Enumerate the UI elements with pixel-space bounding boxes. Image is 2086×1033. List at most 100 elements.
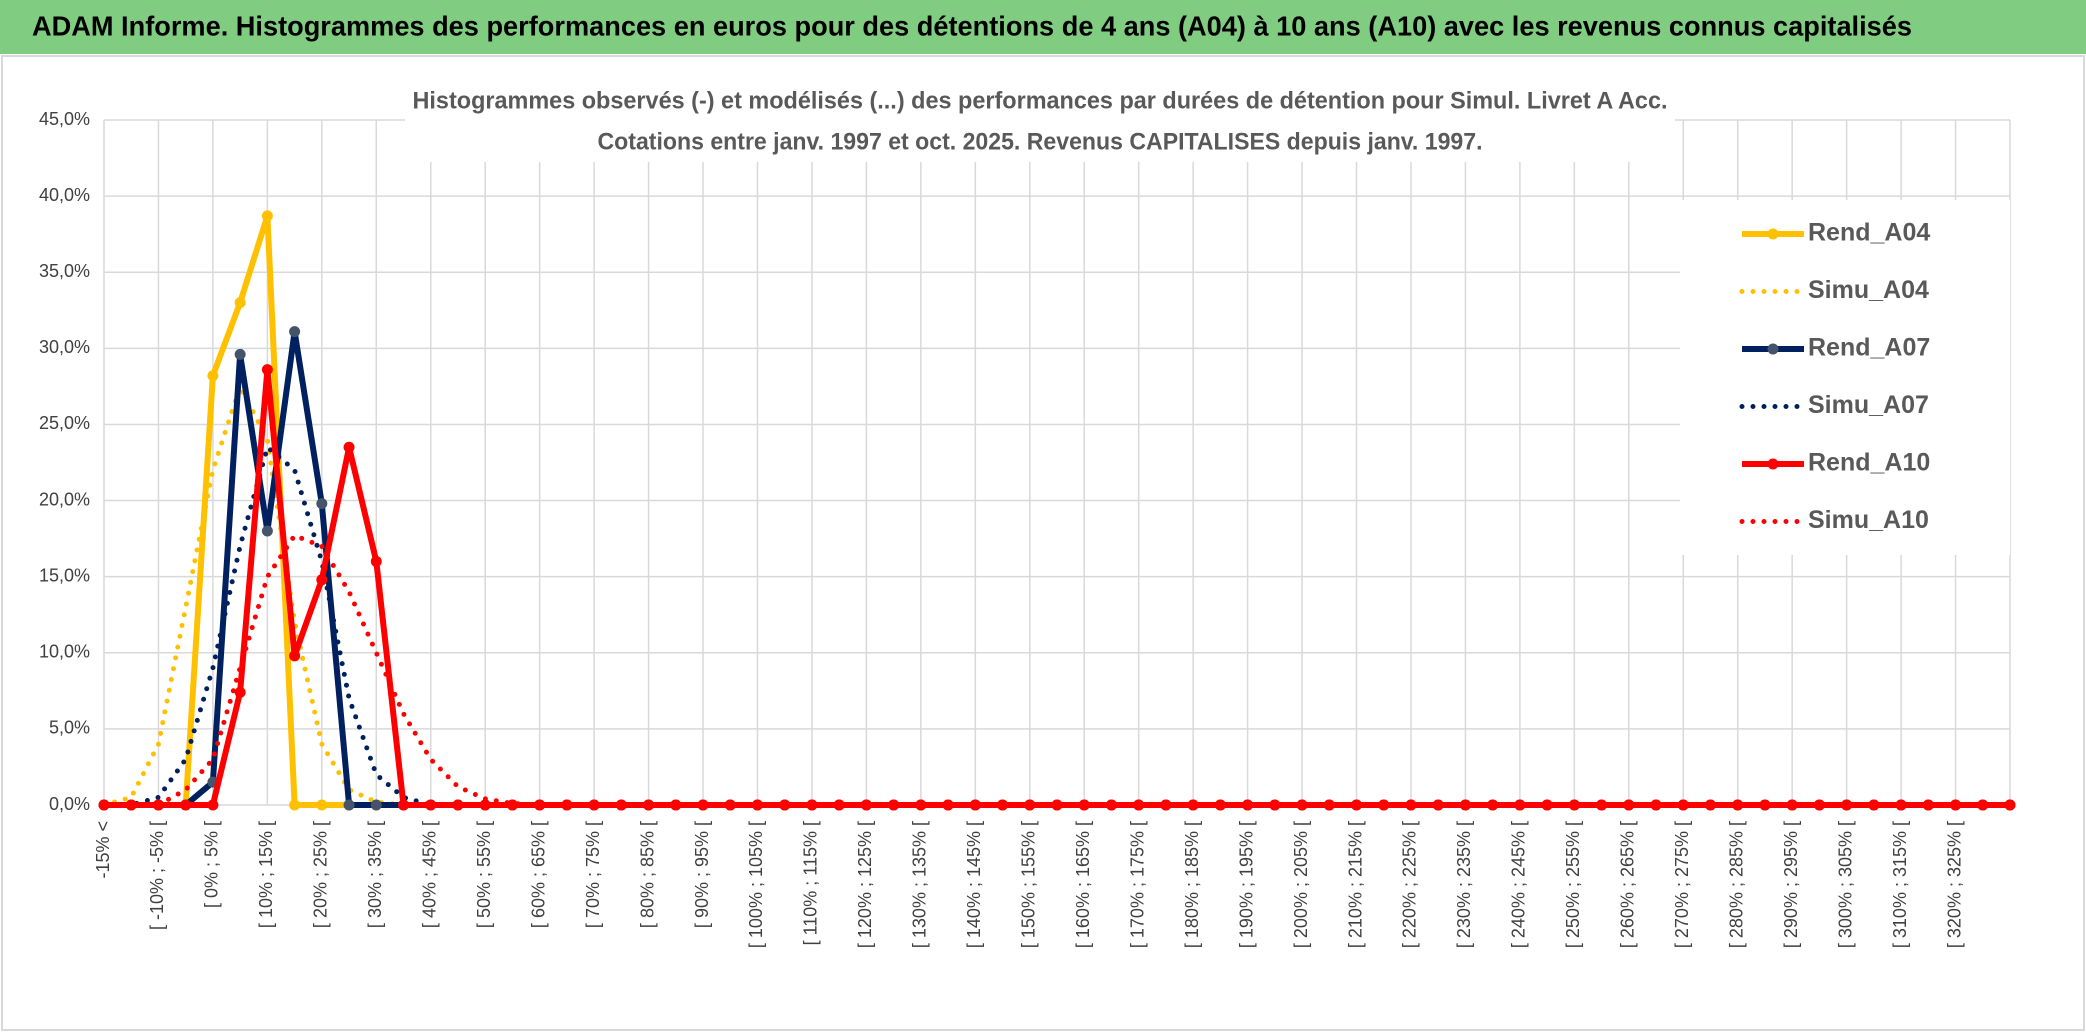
point <box>751 799 763 811</box>
y-tick-label: 40,0% <box>39 185 90 205</box>
x-tick-label: [ 30% ; 35% [ <box>365 821 385 928</box>
point <box>289 799 301 811</box>
y-tick-label: 20,0% <box>39 489 90 509</box>
point <box>724 799 736 811</box>
point <box>234 348 246 360</box>
point <box>1133 799 1145 811</box>
point <box>670 799 682 811</box>
x-tick-label: [ 200% ; 205% [ <box>1291 821 1311 948</box>
x-tick-label: [ 270% ; 275% [ <box>1672 821 1692 948</box>
point <box>316 799 328 811</box>
header-bar <box>0 0 2086 54</box>
point <box>398 799 410 811</box>
x-tick-label: [ 260% ; 265% [ <box>1618 821 1638 948</box>
legend-label: Rend_A07 <box>1808 334 1930 362</box>
y-tick-label: 35,0% <box>39 261 90 281</box>
x-tick-label: [ 310% ; 315% [ <box>1890 821 1910 948</box>
x-tick-label: [ 300% ; 305% [ <box>1835 821 1855 948</box>
point <box>779 799 791 811</box>
x-tick-label: [ 160% ; 165% [ <box>1073 821 1093 948</box>
x-tick-label: [ 20% ; 25% [ <box>311 821 331 928</box>
legend-label: Rend_A04 <box>1808 219 1930 247</box>
x-tick-label: [ 0% ; 5% [ <box>202 821 222 908</box>
point <box>1378 799 1390 811</box>
point <box>1024 799 1036 811</box>
point <box>316 498 328 510</box>
point <box>234 686 246 698</box>
point <box>1895 799 1907 811</box>
point <box>1432 799 1444 811</box>
x-tick-label: [ 150% ; 155% [ <box>1019 821 1039 948</box>
x-tick-label: [ 70% ; 75% [ <box>583 821 603 928</box>
point <box>261 364 273 376</box>
point <box>289 326 301 338</box>
point <box>425 799 437 811</box>
x-tick-label: [ 100% ; 105% [ <box>746 821 766 948</box>
point <box>1650 799 1662 811</box>
plot: 0,0% 5,0% 10,0% 15,0% 20,0% 25,0% 30,0% 35,0% 40… <box>39 109 2016 948</box>
point <box>1868 799 1880 811</box>
point <box>860 799 872 811</box>
x-tick-label: [ 180% ; 185% [ <box>1182 821 1202 948</box>
chart-title: Histogrammes observés (-) et modélisés (… <box>413 87 1668 114</box>
legend-marker <box>1767 343 1779 355</box>
y-tick-label: 5,0% <box>49 718 90 738</box>
point <box>1078 799 1090 811</box>
y-tick-label: 10,0% <box>39 642 90 662</box>
y-tick-label: 15,0% <box>39 565 90 585</box>
point <box>370 799 382 811</box>
legend-label: Simu_A04 <box>1808 276 1929 304</box>
point <box>1242 799 1254 811</box>
y-tick-label: 30,0% <box>39 337 90 357</box>
x-tick-label: [ 40% ; 45% [ <box>419 821 439 928</box>
point <box>1487 799 1499 811</box>
point <box>370 555 382 567</box>
series-line <box>101 533 2013 808</box>
x-tick-label: [ 210% ; 215% [ <box>1345 821 1365 948</box>
point <box>1187 799 1199 811</box>
x-tick-label: [ 130% ; 135% [ <box>910 821 930 948</box>
y-tick-label: 45,0% <box>39 109 90 129</box>
x-tick-label: [ 190% ; 195% [ <box>1236 821 1256 948</box>
point <box>1759 799 1771 811</box>
title-bg <box>405 82 1675 162</box>
x-tick-label: [ 230% ; 235% [ <box>1454 821 1474 948</box>
x-tick-label: [ 250% ; 255% [ <box>1563 821 1583 948</box>
point <box>316 574 328 586</box>
point <box>1541 799 1553 811</box>
x-tick-label: [ 80% ; 85% [ <box>637 821 657 928</box>
legend-marker <box>1767 458 1779 470</box>
x-tick-label: [ 140% ; 145% [ <box>964 821 984 948</box>
point <box>1813 799 1825 811</box>
x-tick-label: [ 90% ; 95% [ <box>692 821 712 928</box>
x-tick-label: -15% < <box>93 821 113 879</box>
point <box>207 799 219 811</box>
x-tick-label: [ 220% ; 225% [ <box>1400 821 1420 948</box>
x-tick-label: [ -10% ; -5% [ <box>147 821 167 930</box>
point <box>1296 799 1308 811</box>
point <box>479 799 491 811</box>
legend-label: Simu_A07 <box>1808 391 1929 419</box>
point <box>343 441 355 453</box>
x-tick-label: [ 110% ; 115% [ <box>801 821 821 945</box>
point <box>915 799 927 811</box>
point <box>125 799 137 811</box>
point <box>452 799 464 811</box>
x-tick-label: [ 320% ; 325% [ <box>1944 821 1964 948</box>
point <box>806 799 818 811</box>
x-tick-label: [ 280% ; 285% [ <box>1726 821 1746 948</box>
point <box>561 799 573 811</box>
chart-subtitle: Cotations entre janv. 1997 et oct. 2025.… <box>598 128 1483 155</box>
x-tick-label: [ 50% ; 55% [ <box>474 821 494 928</box>
point <box>1323 799 1335 811</box>
header-title: ADAM Informe. Histogrammes des performan… <box>32 10 1912 41</box>
x-tick-label: [ 170% ; 175% [ <box>1127 821 1147 948</box>
point <box>1596 799 1608 811</box>
legend-label: Rend_A10 <box>1808 449 1930 477</box>
point <box>261 210 273 222</box>
x-tick-label: [ 60% ; 65% [ <box>528 821 548 928</box>
point <box>261 525 273 537</box>
point <box>1950 799 1962 811</box>
point <box>289 650 301 662</box>
